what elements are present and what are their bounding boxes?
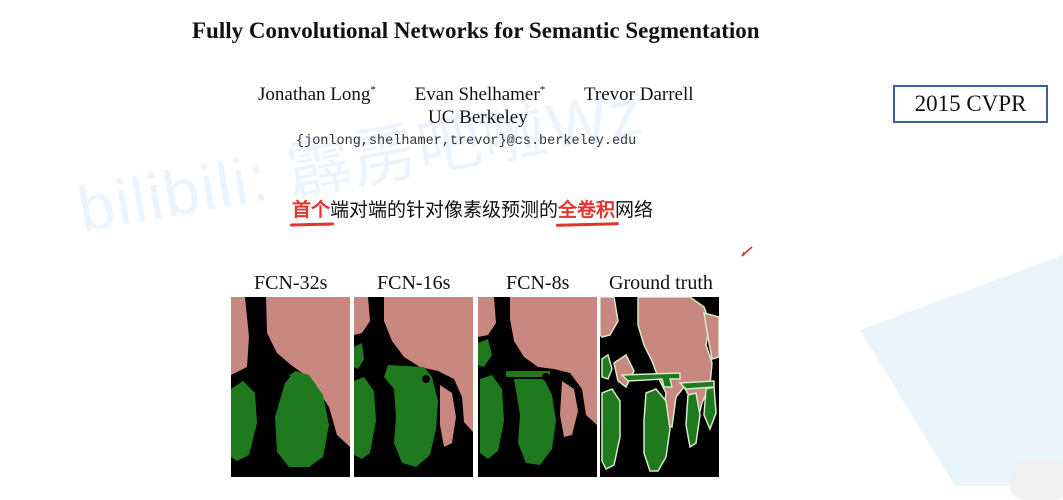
panel-label-fcn-32s: FCN-32s xyxy=(254,272,328,294)
segmentation-fcn-8s xyxy=(478,297,597,477)
handwritten-annotation: 首个端对端的针对像素级预测的全卷积网络 xyxy=(292,195,653,222)
author-1: Jonathan Long* xyxy=(258,84,376,106)
annotation-text: 端对端的针对像素级预测的 xyxy=(330,199,559,221)
annotation-highlight-first: 首个 xyxy=(292,199,331,221)
background-decoration xyxy=(860,255,1063,486)
segmentation-fcn-32s xyxy=(231,297,350,477)
author-email: {jonlong,shelhamer,trevor}@cs.berkeley.e… xyxy=(296,134,637,149)
annotation-text-end: 网络 xyxy=(615,199,654,221)
bilibili-mascot-icon xyxy=(1010,460,1063,500)
panel-label-fcn-8s: FCN-8s xyxy=(506,272,570,294)
author-2: Evan Shelhamer* xyxy=(414,84,546,106)
segmentation-ground-truth xyxy=(600,297,719,477)
panel-label-ground-truth: Ground truth xyxy=(609,272,713,294)
segmentation-fcn-16s xyxy=(354,297,473,477)
pen-cursor-icon xyxy=(741,246,753,257)
paper-title: Fully Convolutional Networks for Semanti… xyxy=(192,18,760,43)
author-3: Trevor Darrell xyxy=(583,84,694,106)
author-list: Jonathan Long* Evan Shelhamer* Trevor Da… xyxy=(258,84,694,106)
affiliation: UC Berkeley xyxy=(428,107,528,128)
panel-label-fcn-16s: FCN-16s xyxy=(377,272,451,294)
conference-badge: 2015 CVPR xyxy=(893,85,1048,123)
annotation-highlight-fcn: 全卷积 xyxy=(558,199,616,221)
